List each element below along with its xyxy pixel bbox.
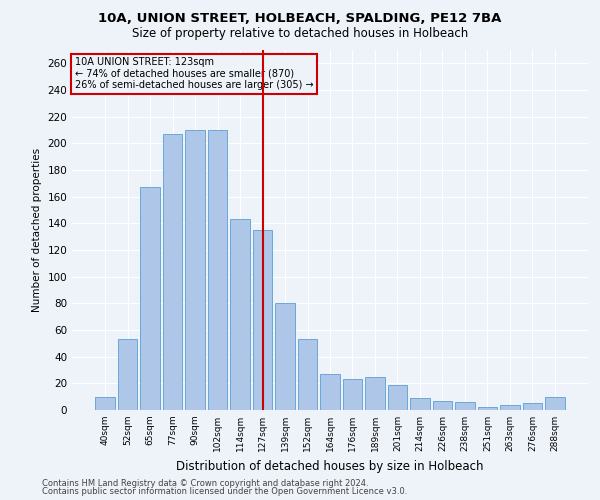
Bar bbox=[433, 400, 452, 410]
Bar bbox=[545, 396, 565, 410]
Text: Contains public sector information licensed under the Open Government Licence v3: Contains public sector information licen… bbox=[42, 487, 407, 496]
Text: Size of property relative to detached houses in Holbeach: Size of property relative to detached ho… bbox=[132, 28, 468, 40]
Text: Contains HM Land Registry data © Crown copyright and database right 2024.: Contains HM Land Registry data © Crown c… bbox=[42, 478, 368, 488]
Y-axis label: Number of detached properties: Number of detached properties bbox=[32, 148, 42, 312]
Bar bbox=[253, 230, 272, 410]
Bar bbox=[118, 340, 137, 410]
Bar bbox=[455, 402, 475, 410]
X-axis label: Distribution of detached houses by size in Holbeach: Distribution of detached houses by size … bbox=[176, 460, 484, 472]
Bar bbox=[208, 130, 227, 410]
Bar bbox=[343, 380, 362, 410]
Bar bbox=[163, 134, 182, 410]
Bar bbox=[275, 304, 295, 410]
Bar bbox=[478, 408, 497, 410]
Bar bbox=[230, 220, 250, 410]
Text: 10A UNION STREET: 123sqm
← 74% of detached houses are smaller (870)
26% of semi-: 10A UNION STREET: 123sqm ← 74% of detach… bbox=[74, 57, 313, 90]
Bar bbox=[140, 188, 160, 410]
Bar bbox=[500, 404, 520, 410]
Bar bbox=[185, 130, 205, 410]
Bar bbox=[95, 396, 115, 410]
Bar bbox=[523, 404, 542, 410]
Bar bbox=[298, 340, 317, 410]
Bar bbox=[320, 374, 340, 410]
Text: 10A, UNION STREET, HOLBEACH, SPALDING, PE12 7BA: 10A, UNION STREET, HOLBEACH, SPALDING, P… bbox=[98, 12, 502, 26]
Bar bbox=[365, 376, 385, 410]
Bar bbox=[388, 384, 407, 410]
Bar bbox=[410, 398, 430, 410]
